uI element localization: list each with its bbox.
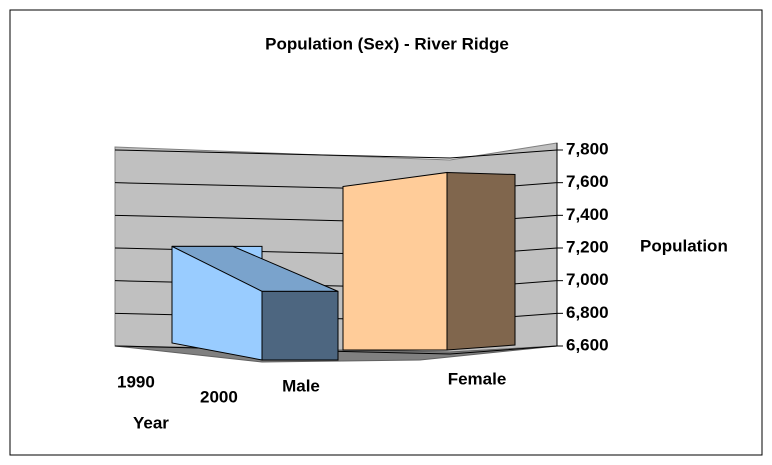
chart-title: Population (Sex) - River Ridge [265, 34, 509, 53]
y-tick-label: 7,000 [566, 270, 609, 289]
y-tick-label: 7,200 [566, 237, 609, 256]
y-tick-label: 7,600 [566, 172, 609, 191]
depth-label: 2000 [200, 387, 238, 406]
y-tick-label: 7,800 [566, 139, 609, 158]
y-axis-label: Population [640, 236, 728, 255]
y-tick-label: 6,800 [566, 303, 609, 322]
y-tick-label: 7,400 [566, 205, 609, 224]
y-tick-label: 6,600 [566, 335, 609, 354]
x-axis-label: Year [133, 413, 169, 432]
grid-line [114, 149, 558, 159]
bar-front [342, 171, 448, 351]
bar-side [261, 290, 339, 361]
bar-side [446, 171, 516, 351]
x-tick-label: Female [448, 369, 507, 388]
depth-label: 1990 [117, 372, 155, 391]
x-tick-label: Male [282, 376, 320, 395]
